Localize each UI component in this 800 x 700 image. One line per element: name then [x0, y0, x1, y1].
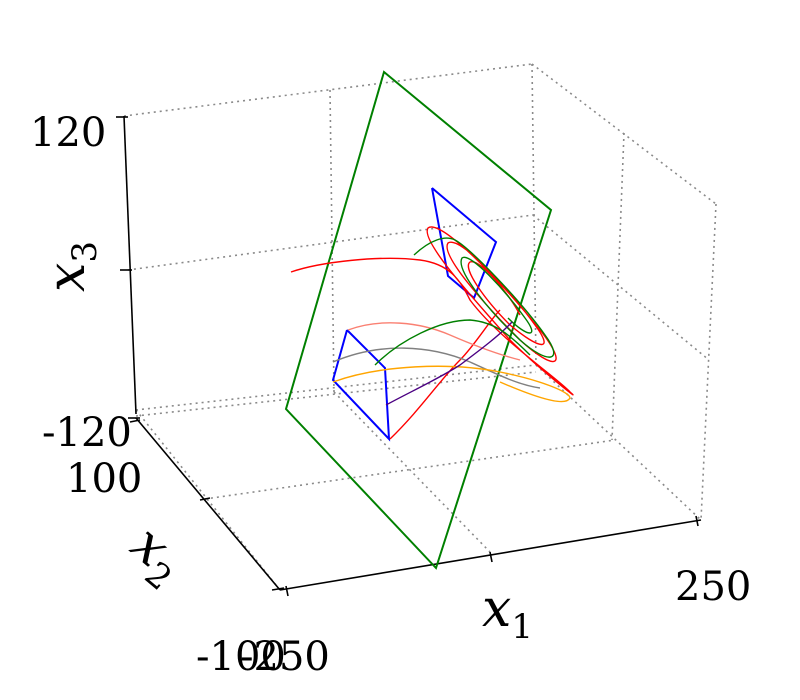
trajectory-green-2 — [374, 319, 531, 366]
x2-axis-label: x2 — [115, 514, 198, 599]
trajectory-orange — [332, 365, 571, 403]
separating-plane — [284, 70, 553, 570]
x1-tick-max: 250 — [675, 564, 751, 610]
trajectory-gray — [332, 347, 541, 389]
x1-tick-min: -250 — [240, 634, 330, 680]
trajectories — [290, 226, 574, 440]
x2-tick-min: -100 — [196, 634, 286, 680]
x3-axis-label: x3 — [37, 241, 105, 292]
axes — [116, 115, 702, 597]
x3-tick-min: -120 — [42, 410, 132, 456]
upper-blue-box — [431, 187, 498, 300]
x3-tick-max: 120 — [30, 110, 106, 156]
x1-axis-label: x1 — [482, 579, 533, 647]
trajectory-red-1 — [290, 226, 574, 396]
trajectory-salmon — [347, 322, 521, 361]
lower-blue-box — [331, 329, 391, 442]
trajectory-indigo — [385, 321, 513, 406]
trajectory-green-1 — [413, 237, 555, 358]
grid-lines — [123, 63, 717, 591]
x2-tick-max: 100 — [66, 456, 142, 502]
